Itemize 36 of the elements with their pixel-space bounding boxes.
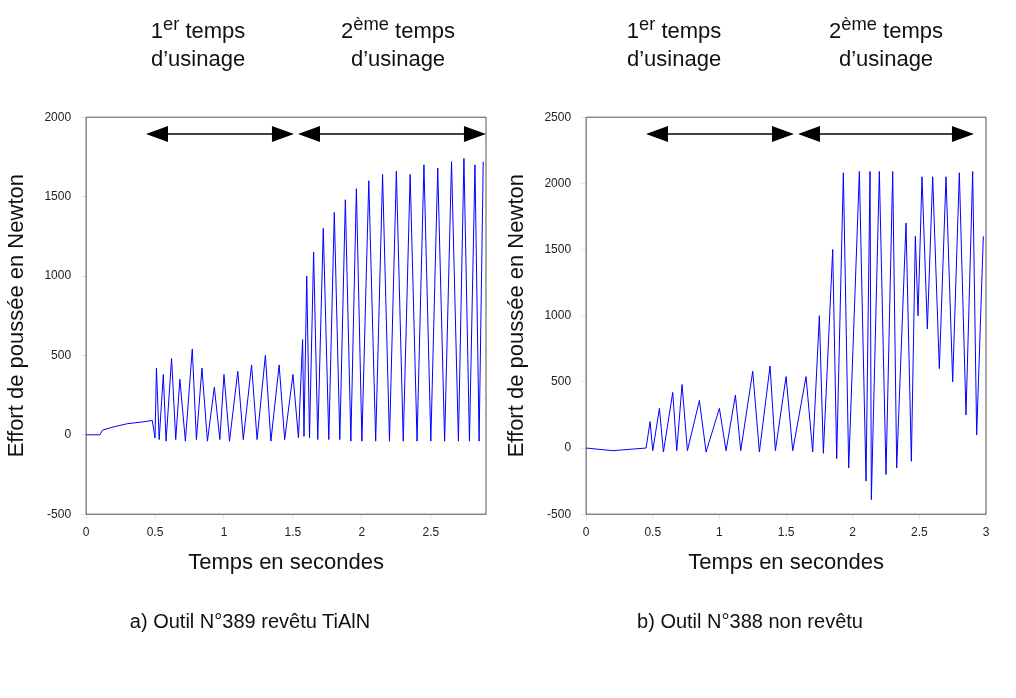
x-tick-label: 2	[358, 524, 366, 539]
y-tick-label: 1500	[44, 188, 72, 203]
y-tick-label: 1500	[544, 241, 572, 256]
y-axis-title: Effort de poussée en Newton	[3, 174, 29, 458]
x-tick-label: 2.5	[911, 524, 929, 539]
text: 1$^{er}$ temps d’usinage	[625, 12, 723, 74]
y-tick-label: 1000	[44, 268, 72, 283]
y-tick-label: -500	[47, 506, 72, 521]
y-tick-label: 500	[51, 347, 72, 362]
text: b) Outil N°388 non revêtu	[636, 610, 864, 633]
x-axis-title: Temps en secondes	[188, 548, 384, 574]
x-tick-label: 3	[982, 524, 990, 539]
x-tick-label: 1	[716, 524, 724, 539]
y-axis-title: Effort de poussée en Newton	[503, 174, 529, 458]
y-tick-label: 0	[64, 427, 72, 442]
y-tick-label: 2000	[44, 109, 72, 124]
text: a) Outil N°389 revêtu TiAlN	[128, 610, 372, 633]
y-tick-label: 0	[564, 440, 572, 455]
x-tick-label: 2.5	[422, 524, 440, 539]
text: 1$^{er}$ temps d’usinage	[149, 12, 247, 74]
y-tick-label: -500	[547, 506, 572, 521]
x-tick-label: 0	[582, 524, 590, 539]
x-tick-label: 2	[849, 524, 857, 539]
y-tick-label: 500	[551, 374, 572, 389]
x-tick-label: 1.5	[777, 524, 795, 539]
text: 2$^{ème}$ temps d’usinage	[340, 12, 456, 74]
y-tick-label: 1000	[544, 308, 572, 323]
x-axis-title: Temps en secondes	[688, 548, 884, 574]
x-tick-label: 0.5	[146, 524, 164, 539]
y-tick-label: 2000	[544, 175, 572, 190]
x-tick-label: 0	[82, 524, 90, 539]
text: 2$^{ème}$ temps d’usinage	[828, 12, 944, 74]
x-tick-label: 0.5	[644, 524, 662, 539]
y-tick-label: 2500	[544, 109, 572, 124]
x-tick-label: 1.5	[284, 524, 302, 539]
x-tick-label: 1	[220, 524, 228, 539]
